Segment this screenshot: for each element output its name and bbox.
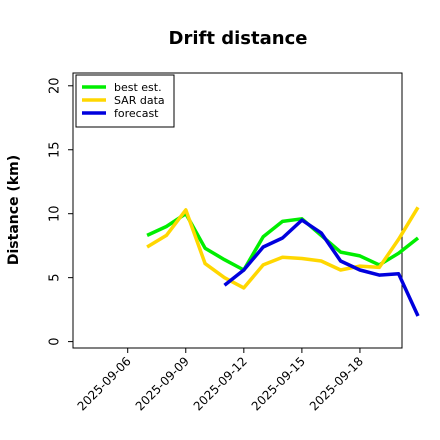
- plot-frame: [72, 72, 403, 349]
- x-tick-label: 2025-09-09: [133, 354, 192, 413]
- series-line-best-est-: [146, 211, 420, 272]
- y-tick-label: 5: [48, 274, 63, 282]
- y-tick-label: 15: [48, 141, 63, 158]
- y-tick-label: 10: [48, 205, 63, 222]
- x-tick-label: 2025-09-18: [307, 354, 366, 413]
- x-tick-label: 2025-09-12: [191, 354, 250, 413]
- x-tick-label: 2025-09-15: [249, 354, 308, 413]
- series-lines: [146, 206, 420, 317]
- x-axis: 2025-09-062025-09-092025-09-122025-09-15…: [75, 348, 366, 413]
- series-line-forecast: [223, 218, 420, 317]
- chart-title: Drift distance: [169, 28, 308, 49]
- y-axis-label: Distance (km): [6, 155, 22, 265]
- legend-entry: SAR data: [114, 94, 165, 107]
- legend-entry: forecast: [114, 107, 159, 120]
- y-axis: 0 5 10 15 20: [48, 78, 73, 346]
- y-tick-label: 0: [48, 337, 63, 345]
- series-line-sar-data: [146, 206, 420, 290]
- y-tick-label: 20: [48, 78, 63, 95]
- x-tick-label: 2025-09-06: [75, 354, 134, 413]
- legend-entry: best est.: [114, 81, 162, 94]
